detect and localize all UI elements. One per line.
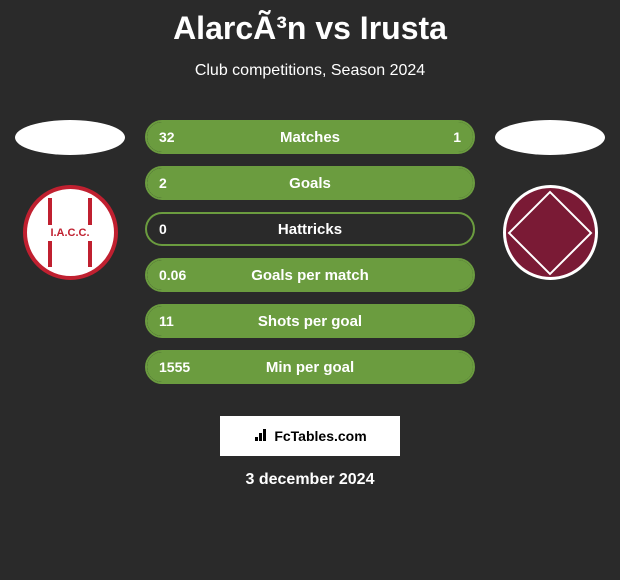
stat-row-spg: 11 Shots per goal — [145, 304, 475, 338]
chart-icon — [253, 427, 269, 446]
club-badge-left: I.A.C.C. — [23, 185, 118, 280]
stats-column: 32 Matches 1 2 Goals 0 Hattricks — [130, 120, 490, 396]
player-placeholder-right — [495, 120, 605, 155]
page-title: AlarcÃ³n vs Irusta — [0, 10, 620, 47]
stat-label: Hattricks — [147, 221, 473, 238]
stat-label: Min per goal — [147, 359, 473, 376]
club-badge-right-inner — [508, 190, 593, 275]
page-subtitle: Club competitions, Season 2024 — [0, 62, 620, 80]
left-player-column: I.A.C.C. — [10, 120, 130, 280]
right-player-column — [490, 120, 610, 280]
stat-row-mpg: 1555 Min per goal — [145, 350, 475, 384]
footer-date: 3 december 2024 — [0, 471, 620, 489]
stat-row-goals: 2 Goals — [145, 166, 475, 200]
stat-label: Matches — [147, 129, 473, 146]
stat-label: Goals — [147, 175, 473, 192]
main-content: I.A.C.C. 32 Matches 1 2 Goals 0 — [0, 120, 620, 396]
club-badge-right — [503, 185, 598, 280]
club-badge-left-label: I.A.C.C. — [48, 225, 91, 241]
stat-value-right: 1 — [453, 129, 461, 145]
player-placeholder-left — [15, 120, 125, 155]
stat-row-gpm: 0.06 Goals per match — [145, 258, 475, 292]
brand-label: FcTables.com — [274, 428, 366, 444]
stat-row-matches: 32 Matches 1 — [145, 120, 475, 154]
stat-row-hattricks: 0 Hattricks — [145, 212, 475, 246]
brand-badge[interactable]: FcTables.com — [220, 416, 400, 456]
stat-label: Shots per goal — [147, 313, 473, 330]
stat-label: Goals per match — [147, 267, 473, 284]
